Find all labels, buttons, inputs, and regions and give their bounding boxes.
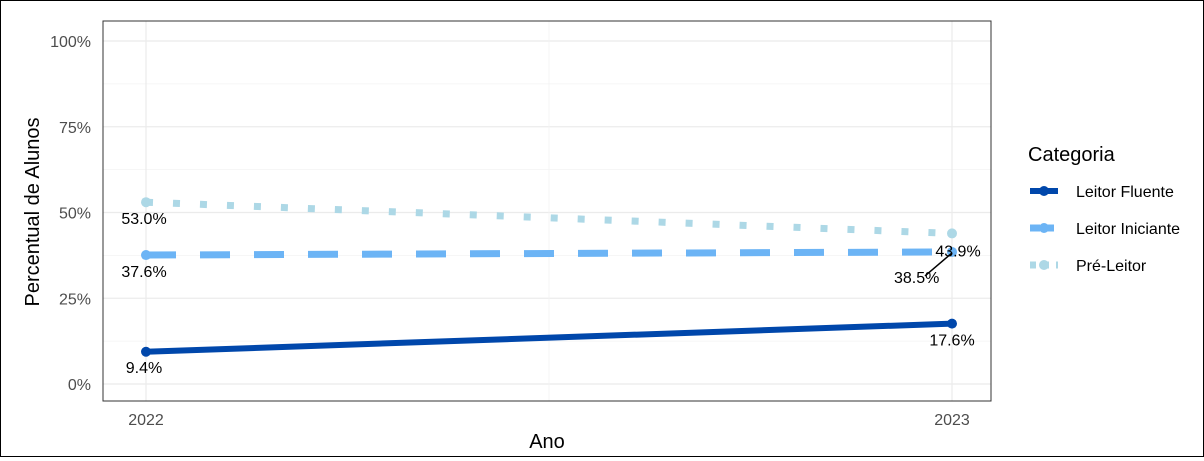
- data-label: 9.4%: [126, 360, 162, 377]
- grid: [103, 21, 991, 401]
- y-tick-label: 50%: [59, 206, 91, 223]
- legend-label: Leitor Iniciante: [1076, 221, 1180, 238]
- x-axis: 2022 2023: [128, 412, 970, 429]
- data-labels: 9.4% 17.6% 37.6% 38.5% 53.0% 43.9%: [121, 211, 980, 377]
- x-axis-title: Ano: [529, 431, 565, 453]
- series-line: [145, 248, 953, 259]
- y-axis: 0% 25% 50% 75% 100%: [50, 34, 91, 394]
- legend-key-point: [1039, 186, 1049, 196]
- series-lines: [145, 198, 953, 355]
- legend-label: Pré-Leitor: [1076, 258, 1147, 275]
- legend-item: Leitor Fluente: [1030, 184, 1174, 201]
- y-tick-label: 75%: [59, 120, 91, 137]
- legend-label: Leitor Fluente: [1076, 184, 1174, 201]
- data-label: 38.5%: [894, 270, 939, 287]
- plot-panel: [102, 20, 992, 402]
- y-tick-label: 0%: [68, 377, 91, 394]
- label-leader-line: [924, 252, 953, 277]
- y-tick-label: 100%: [50, 34, 91, 51]
- legend: Categoria Leitor Fluente Leitor Iniciante…: [1028, 144, 1180, 275]
- series-line: [145, 320, 953, 355]
- legend-item: Leitor Iniciante: [1030, 221, 1180, 238]
- data-label: 43.9%: [935, 243, 980, 260]
- legend-key-point: [1039, 223, 1049, 233]
- data-label: 37.6%: [121, 264, 166, 281]
- x-tick-label: 2023: [934, 412, 970, 429]
- legend-key-point: [1039, 260, 1049, 270]
- y-tick-label: 25%: [59, 291, 91, 308]
- legend-title: Categoria: [1028, 144, 1116, 166]
- data-point: [141, 346, 151, 357]
- x-tick-label: 2022: [128, 412, 164, 429]
- data-label: 17.6%: [929, 333, 974, 350]
- data-point: [141, 250, 151, 261]
- data-point: [947, 318, 957, 329]
- data-label: 53.0%: [121, 211, 166, 228]
- data-point: [947, 228, 957, 239]
- legend-item: Pré-Leitor: [1030, 258, 1147, 275]
- data-point: [141, 197, 151, 208]
- y-axis-title: Percentual de Alunos: [22, 117, 44, 306]
